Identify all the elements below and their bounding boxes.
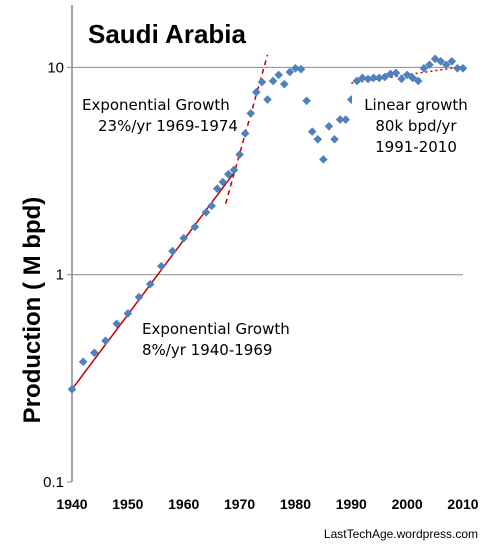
y-tick-label: 0.1 bbox=[43, 474, 64, 491]
data-point bbox=[302, 96, 311, 106]
x-tick-label: 1940 bbox=[56, 496, 87, 512]
data-point bbox=[324, 121, 334, 131]
x-tick-label: 1950 bbox=[112, 496, 143, 512]
data-point bbox=[268, 76, 278, 86]
data-point bbox=[447, 57, 457, 66]
data-point bbox=[123, 309, 133, 318]
annotation-text: 1991-2010 bbox=[375, 138, 457, 156]
data-point bbox=[78, 357, 88, 367]
data-point bbox=[402, 70, 412, 80]
data-point bbox=[358, 73, 367, 83]
data-point bbox=[408, 73, 418, 83]
data-point bbox=[414, 76, 423, 86]
data-point bbox=[458, 64, 468, 73]
x-tick-label: 1970 bbox=[224, 496, 255, 512]
data-point bbox=[374, 73, 384, 83]
data-point bbox=[157, 261, 166, 271]
data-point bbox=[279, 79, 289, 89]
x-tick-label: 2000 bbox=[392, 496, 423, 512]
data-point bbox=[90, 348, 99, 358]
data-point bbox=[313, 134, 323, 144]
chart-title: Saudi Arabia bbox=[88, 19, 247, 49]
data-point-layer bbox=[67, 54, 468, 394]
data-point bbox=[224, 170, 233, 179]
data-point bbox=[346, 95, 356, 104]
data-point bbox=[436, 57, 445, 66]
annotation-text: Linear growth bbox=[364, 96, 468, 114]
data-point bbox=[168, 246, 177, 256]
data-point bbox=[134, 292, 144, 302]
data-point bbox=[252, 87, 261, 97]
data-point bbox=[335, 115, 345, 124]
data-point bbox=[246, 109, 256, 118]
annotation-text: 23%/yr 1969-1974 bbox=[98, 117, 238, 135]
annotation-text: 8%/yr 1940-1969 bbox=[142, 341, 272, 359]
y-tick-label: 1 bbox=[56, 267, 64, 284]
x-tick-label: 2010 bbox=[447, 496, 478, 512]
trend-line bbox=[71, 172, 235, 390]
y-axis-label: Production ( M bpd) bbox=[19, 197, 46, 424]
data-point bbox=[112, 319, 121, 329]
annotation-background bbox=[352, 94, 482, 160]
data-point bbox=[397, 74, 406, 84]
data-point bbox=[330, 134, 339, 144]
x-tick-label: 1980 bbox=[280, 496, 311, 512]
data-point bbox=[263, 95, 272, 104]
data-point bbox=[380, 72, 390, 82]
data-point bbox=[212, 184, 222, 193]
data-point bbox=[369, 73, 378, 83]
data-point bbox=[363, 74, 373, 84]
annotation-text: Exponential Growth bbox=[142, 320, 290, 338]
data-point bbox=[274, 70, 283, 80]
grid-layer bbox=[72, 66, 463, 276]
y-tick-layer: 0.1 1 10 bbox=[43, 59, 72, 491]
data-point bbox=[391, 68, 401, 78]
data-point bbox=[257, 77, 267, 87]
data-point bbox=[441, 60, 451, 70]
x-tick-layer: 1940 1950 1960 1970 1980 1990 2000 2010 bbox=[56, 496, 478, 512]
data-point bbox=[352, 76, 362, 86]
data-point bbox=[425, 60, 434, 70]
data-point bbox=[190, 222, 200, 232]
data-point bbox=[419, 64, 429, 73]
annotation-text: Exponential Growth bbox=[82, 96, 230, 114]
x-tick-label: 1990 bbox=[336, 496, 367, 512]
data-point bbox=[240, 129, 250, 138]
annotation-text: 80k bpd/yr bbox=[375, 117, 457, 135]
title-background bbox=[82, 14, 288, 52]
data-point bbox=[386, 69, 395, 79]
data-point bbox=[291, 64, 300, 73]
data-point bbox=[296, 64, 306, 74]
y-tick-label: 10 bbox=[47, 59, 64, 76]
data-point bbox=[229, 165, 239, 175]
data-point bbox=[341, 115, 350, 124]
data-point bbox=[101, 336, 110, 346]
data-point bbox=[319, 155, 328, 164]
data-point bbox=[307, 127, 317, 136]
data-point bbox=[145, 279, 155, 289]
data-point bbox=[67, 385, 77, 394]
data-point bbox=[235, 150, 244, 159]
data-point bbox=[201, 207, 211, 217]
data-point bbox=[285, 67, 295, 77]
data-point bbox=[179, 233, 189, 243]
data-point bbox=[207, 201, 216, 211]
data-point bbox=[218, 177, 228, 187]
x-tick-label: 1960 bbox=[168, 496, 199, 512]
annotation-layer: Exponential Growth 23%/yr 1969-1974 Linear… bbox=[82, 94, 482, 359]
credit-text: LastTechAge.wordpress.com bbox=[324, 527, 478, 541]
data-point bbox=[430, 54, 440, 64]
data-point bbox=[453, 64, 462, 73]
